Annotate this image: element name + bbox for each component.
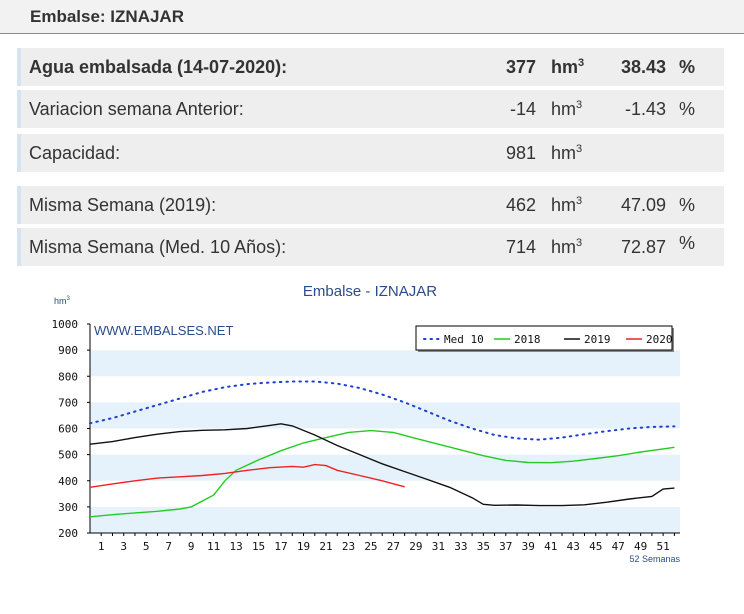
chart-band xyxy=(90,402,680,429)
x-tick-label: 13 xyxy=(229,540,242,553)
stat-unit: hm3 xyxy=(551,57,585,77)
x-tick-label: 1 xyxy=(98,540,105,553)
stat-label: Capacidad: xyxy=(29,143,121,163)
x-tick-label: 47 xyxy=(612,540,625,553)
stat-label: Misma Semana (2019): xyxy=(29,195,217,215)
stat-value: 981 xyxy=(505,143,536,163)
page-title: Embalse: IZNAJAR xyxy=(30,7,184,26)
y-tick-label: 300 xyxy=(58,501,78,514)
stat-value: -14 xyxy=(509,99,536,119)
legend-label: 2019 xyxy=(584,333,611,346)
chart-band xyxy=(90,506,680,533)
series-line-med-10 xyxy=(89,380,676,441)
chart-band xyxy=(90,350,680,377)
stat-percent-sign: % xyxy=(679,99,696,119)
stat-value: 462 xyxy=(505,195,536,215)
legend-label: 2018 xyxy=(514,333,541,346)
y-tick-label: 200 xyxy=(58,527,78,540)
x-tick-label: 23 xyxy=(342,540,355,553)
x-tick-label: 27 xyxy=(387,540,400,553)
stat-label: Agua embalsada (14-07-2020): xyxy=(29,57,288,77)
stat-row-variation: Variacion semana Anterior: -14 hm3 -1.43… xyxy=(17,90,724,128)
y-tick-label: 800 xyxy=(58,370,78,383)
stat-unit: hm3 xyxy=(551,195,583,215)
x-tick-label: 19 xyxy=(297,540,310,553)
chart-band xyxy=(90,480,680,507)
legend-label: Med 10 xyxy=(444,333,484,346)
stat-label: Misma Semana (Med. 10 Años): xyxy=(29,237,287,257)
x-tick-label: 51 xyxy=(657,540,670,553)
stat-percent-sign: % xyxy=(679,233,696,253)
x-tick-label: 49 xyxy=(634,540,647,553)
series-line-2020 xyxy=(89,463,405,488)
stat-percent: -1.43 xyxy=(624,99,666,119)
stat-percent: 47.09 xyxy=(620,195,666,215)
chart-watermark: WWW.EMBALSES.NET xyxy=(94,323,233,338)
y-tick-label: 500 xyxy=(58,449,78,462)
legend-label: 2020 xyxy=(646,333,673,346)
x-tick-label: 25 xyxy=(364,540,377,553)
reservoir-chart: Embalse - IZNAJAR hm3 200 300 400 500 600 700 80… xyxy=(52,283,681,564)
legend xyxy=(415,325,673,351)
y-tick-label: 400 xyxy=(58,475,78,488)
stat-row-same-week-2019: Misma Semana (2019): 462 hm3 47.09 % xyxy=(17,186,724,224)
x-tick-label: 9 xyxy=(188,540,195,553)
x-tick-label: 31 xyxy=(432,540,445,553)
x-tick-label: 35 xyxy=(477,540,490,553)
x-tick-label: 17 xyxy=(274,540,287,553)
stat-percent: 72.87 xyxy=(620,237,666,257)
x-tick-label: 37 xyxy=(499,540,512,553)
stat-value: 377 xyxy=(505,57,536,77)
chart-band xyxy=(90,428,680,455)
page-header: Embalse: IZNAJAR xyxy=(0,0,744,34)
chart-title: Embalse - IZNAJAR xyxy=(303,283,437,300)
x-tick-label: 29 xyxy=(409,540,422,553)
chart-band xyxy=(90,376,680,403)
y-tick-label: 1000 xyxy=(52,318,79,331)
stat-percent-sign: % xyxy=(679,195,696,215)
x-tick-label: 3 xyxy=(120,540,127,553)
stat-unit: hm3 xyxy=(551,99,583,119)
x-tick-label: 5 xyxy=(143,540,150,553)
x-tick-label: 33 xyxy=(454,540,467,553)
x-tick-label: 39 xyxy=(522,540,535,553)
x-tick-label: 7 xyxy=(165,540,172,553)
y-tick-label: 700 xyxy=(58,396,78,409)
x-tick-label: 45 xyxy=(589,540,602,553)
x-tick-label: 11 xyxy=(207,540,220,553)
stat-unit: hm3 xyxy=(551,143,583,163)
stat-percent-sign: % xyxy=(679,57,696,77)
x-tick-label: 43 xyxy=(567,540,580,553)
stat-percent: 38.43 xyxy=(620,57,666,77)
y-tick-label: 900 xyxy=(58,344,78,357)
stat-unit: hm3 xyxy=(551,237,583,257)
stat-row-same-week-avg: Misma Semana (Med. 10 Años): 714 hm3 72.… xyxy=(17,228,724,266)
x-tick-label: 15 xyxy=(252,540,265,553)
y-axis-label: hm3 xyxy=(54,296,71,306)
y-tick-label: 600 xyxy=(58,423,78,436)
x-tick-label: 41 xyxy=(544,540,557,553)
stat-row-capacity: Capacidad: 981 hm3 xyxy=(17,134,724,172)
series-line-2018 xyxy=(89,429,675,518)
stat-value: 714 xyxy=(505,237,536,257)
series-line-2019 xyxy=(89,423,675,507)
stat-label: Variacion semana Anterior: xyxy=(29,99,244,119)
stat-row-stored: Agua embalsada (14-07-2020): 377 hm3 38.… xyxy=(17,48,724,86)
x-axis-label: 52 Semanas xyxy=(629,554,680,564)
x-tick-label: 21 xyxy=(319,540,332,553)
